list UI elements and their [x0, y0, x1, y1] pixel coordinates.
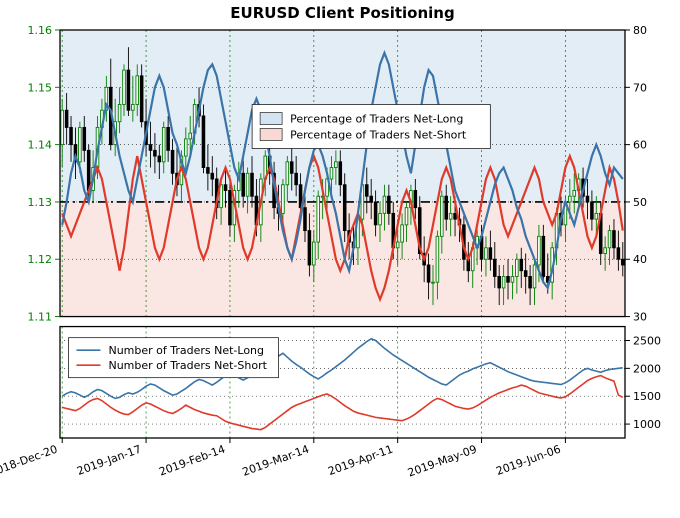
svg-text:2000: 2000 — [633, 362, 661, 375]
svg-text:1.12: 1.12 — [28, 253, 53, 266]
svg-text:EURUSD Client Positioning: EURUSD Client Positioning — [230, 4, 454, 22]
svg-text:2019-Apr-11: 2019-Apr-11 — [326, 443, 394, 478]
svg-text:1.14: 1.14 — [28, 139, 53, 152]
svg-text:70: 70 — [633, 81, 647, 94]
svg-text:2019-Mar-14: 2019-Mar-14 — [241, 443, 311, 479]
svg-text:Number of Traders Net-Short: Number of Traders Net-Short — [108, 359, 267, 372]
svg-text:2018-Dec-20: 2018-Dec-20 — [0, 443, 59, 480]
svg-text:30: 30 — [633, 311, 647, 324]
svg-text:1.11: 1.11 — [28, 311, 53, 324]
svg-text:2019-Jan-17: 2019-Jan-17 — [75, 443, 143, 478]
svg-text:40: 40 — [633, 253, 647, 266]
svg-text:2500: 2500 — [633, 334, 661, 347]
svg-text:80: 80 — [633, 24, 647, 37]
svg-text:1.16: 1.16 — [28, 24, 53, 37]
svg-text:1000: 1000 — [633, 418, 661, 431]
svg-text:Percentage of Traders Net-Long: Percentage of Traders Net-Long — [290, 113, 463, 126]
svg-text:Percentage of Traders Net-Shor: Percentage of Traders Net-Short — [290, 129, 467, 142]
svg-text:60: 60 — [633, 139, 647, 152]
svg-text:2019-Feb-14: 2019-Feb-14 — [157, 443, 227, 479]
svg-text:2019-May-09: 2019-May-09 — [406, 443, 479, 480]
svg-text:Number of Traders Net-Long: Number of Traders Net-Long — [108, 344, 264, 357]
svg-text:1500: 1500 — [633, 390, 661, 403]
svg-text:1.15: 1.15 — [28, 81, 53, 94]
svg-text:2019-Jun-06: 2019-Jun-06 — [494, 443, 562, 478]
svg-text:50: 50 — [633, 196, 647, 209]
svg-text:1.13: 1.13 — [28, 196, 53, 209]
